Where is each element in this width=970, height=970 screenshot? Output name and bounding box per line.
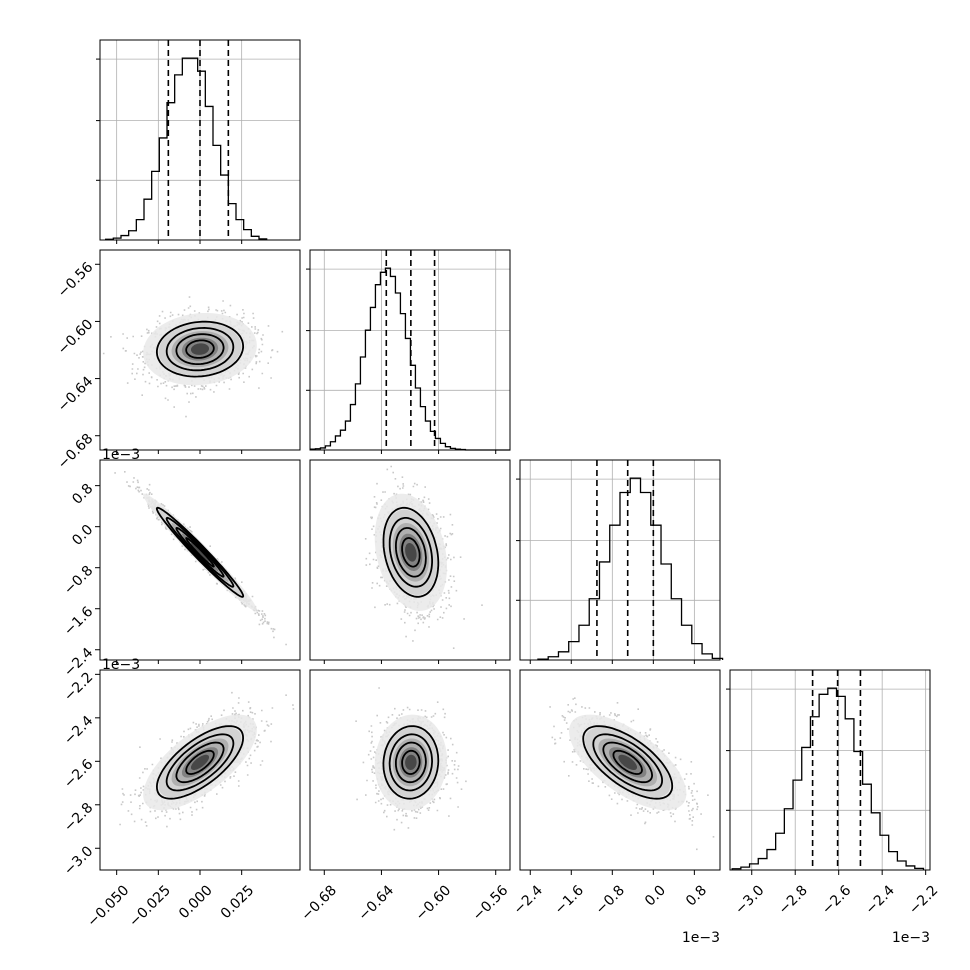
y-tick-label: −3.0 [61, 843, 96, 878]
x-tick-label: −0.68 [298, 882, 340, 924]
contour-2sigma [382, 725, 440, 800]
density-fill [405, 754, 417, 770]
y-tick-label: −0.8 [61, 563, 96, 598]
histogram-step [105, 57, 268, 240]
density-fill [405, 543, 417, 562]
y-tick-label: −0.56 [55, 259, 97, 301]
x-tick-label: −0.56 [470, 882, 512, 924]
panel-frame [519, 669, 721, 871]
y-tick-label: −0.68 [55, 431, 97, 473]
x-tick-label: −0.60 [413, 882, 455, 924]
x-axis-1: −0.68 −0.64 −0.60 −0.56 [298, 870, 512, 924]
density-fill [618, 754, 637, 770]
x-offset-label: 1e−3 [892, 930, 930, 946]
x-axis-2: −2.4 −1.6 −0.8 0.0 0.8 1e−3 [511, 870, 720, 946]
x-tick-label: −2.6 [819, 882, 854, 917]
density-fill [190, 543, 210, 562]
x-tick-label: 0.8 [683, 882, 710, 909]
hist-panel-2 [516, 459, 724, 661]
contour-0.5sigma [185, 749, 215, 775]
contour-1sigma [602, 741, 654, 784]
y-tick-label: −2.8 [61, 800, 96, 835]
x-tick-label: 0.0 [642, 882, 669, 909]
y-axis-2: −2.4−1.6−0.80.00.81e−3 [61, 447, 140, 680]
scatter-panel-2-1 [309, 459, 511, 661]
x-tick-label: −0.025 [126, 882, 174, 930]
hist-panel-0 [96, 39, 301, 241]
scatter-panel-3-0 [99, 669, 301, 871]
x-tick-label: −0.64 [356, 882, 398, 924]
scatter-panel-3-2 [519, 669, 721, 871]
hist-panel-1 [306, 249, 511, 451]
contour-1sigma [175, 741, 225, 784]
contour-2sigma [382, 506, 440, 598]
x-tick-label: −0.8 [593, 882, 628, 917]
y-offset-label: 1e−3 [102, 447, 140, 463]
x-tick-label: 0.000 [176, 882, 216, 922]
x-tick-label: −2.4 [511, 882, 546, 917]
panel-frame [729, 669, 931, 871]
scatter-panel-1-0 [99, 249, 301, 451]
scatter-panel-3-1 [309, 669, 511, 871]
y-offset-label: 1e−3 [102, 657, 140, 673]
contour-0.5sigma [185, 537, 215, 568]
contour-1sigma [395, 741, 427, 784]
y-axis-1: −0.68 −0.64 −0.60 −0.56 [55, 259, 100, 472]
y-tick-label: 0.0 [69, 522, 96, 549]
contour-1.5sigma [165, 516, 235, 588]
panel-frame [309, 249, 511, 451]
panel-content [102, 296, 284, 418]
panel-content [355, 687, 467, 831]
histogram-step [309, 267, 511, 451]
x-tick-label: −2.8 [776, 882, 811, 917]
panel-content [549, 697, 715, 851]
y-tick-label: 0.8 [69, 481, 96, 508]
contour-1sigma [395, 527, 427, 578]
y-tick-label: −2.6 [61, 756, 96, 791]
contour-1sigma [175, 526, 225, 578]
y-axis-3: −3.0−2.8−2.6−2.4−2.21e−3 [61, 657, 140, 879]
hist-panel-3 [726, 669, 931, 871]
density-fill [191, 754, 209, 770]
x-axis-3: −3.0 −2.8 −2.6 −2.4 −2.2 1e−3 [732, 870, 941, 946]
y-tick-label: −1.6 [61, 604, 96, 639]
y-tick-label: −0.60 [55, 316, 97, 358]
contour-1.5sigma [165, 326, 235, 372]
histogram-step [537, 477, 724, 660]
panel-frame [309, 669, 511, 871]
contour-0.5sigma [612, 749, 643, 775]
panel-content [114, 471, 287, 646]
contour-1.5sigma [165, 733, 235, 792]
panel-frame [519, 459, 721, 661]
x-tick-label: −2.4 [863, 882, 898, 917]
contour-2sigma [155, 506, 245, 598]
histogram-step [731, 687, 925, 870]
y-tick-label: −0.64 [55, 374, 97, 416]
x-tick-label: −3.0 [732, 882, 767, 917]
contour-0.5sigma [401, 537, 421, 568]
contour-0.5sigma [185, 339, 215, 359]
x-offset-label: 1e−3 [682, 930, 720, 946]
x-tick-label: 0.025 [218, 882, 258, 922]
contour-2sigma [582, 725, 674, 800]
contour-1.5sigma [592, 733, 664, 792]
density-fill [191, 343, 209, 355]
panel-content [364, 465, 483, 649]
contour-2sigma [156, 320, 244, 378]
panel-frame [309, 459, 511, 661]
contour-1.5sigma [388, 733, 434, 792]
x-tick-label: −2.2 [906, 882, 941, 917]
panel-content [119, 691, 295, 828]
y-tick-label: −2.4 [61, 713, 96, 748]
contour-1.5sigma [388, 517, 433, 588]
contour-1sigma [175, 333, 225, 365]
contour-0.5sigma [401, 749, 421, 775]
x-tick-label: −0.050 [84, 882, 132, 930]
x-tick-label: −1.6 [552, 882, 587, 917]
x-axis-0: −0.050−0.025 0.000 0.025 [84, 870, 257, 930]
contour-2sigma [155, 725, 245, 800]
scatter-panel-2-0 [99, 459, 301, 661]
